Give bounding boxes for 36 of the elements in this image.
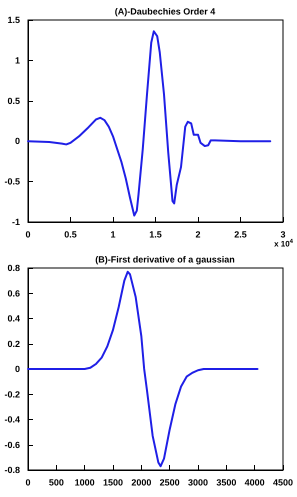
y-tick-label: 0 [14, 364, 20, 374]
x-tick-label: 1 [110, 230, 116, 240]
x-tick-label: 4500 [272, 478, 294, 488]
y-tick-label: 0 [14, 136, 20, 146]
x-tick-label: 1000 [74, 478, 95, 488]
chart-title: (B)-First derivative of a gaussian [95, 254, 235, 264]
x-tick-label: 1.5 [149, 230, 162, 240]
y-tick-label: 1 [14, 55, 20, 66]
x-tick-label: 3 [280, 230, 286, 240]
x-tick-label: 1500 [102, 478, 124, 488]
y-tick-label: -0.4 [4, 414, 20, 424]
x-tick-label: 3000 [188, 478, 208, 488]
x-tick-label: 0 [25, 230, 31, 240]
x-tick-label: 3500 [216, 478, 236, 488]
x-tick-label: 2000 [131, 478, 152, 488]
y-tick-label: 0.2 [7, 338, 20, 349]
chart-title: (A)-Daubechies Order 4 [114, 6, 216, 16]
y-tick-label: -1 [12, 217, 20, 227]
y-tick-label: 0.5 [7, 96, 20, 106]
x-tick-label: 2 [195, 230, 201, 240]
x-tick-label: 0.5 [64, 230, 77, 240]
x-tick-label: 0 [25, 478, 31, 488]
y-tick-label: -0.8 [4, 465, 20, 475]
line-series [27, 30, 272, 217]
x-tick-label: 4000 [244, 478, 265, 488]
y-tick-label: 1.5 [7, 15, 20, 25]
y-tick-label: 0.6 [7, 288, 20, 298]
y-tick-label: -0.2 [4, 389, 20, 400]
y-tick-label: -0.6 [4, 440, 20, 450]
y-tick-label: 0.8 [7, 263, 20, 273]
x-tick-label: 2500 [160, 478, 180, 488]
x-tick-label: 500 [48, 478, 64, 488]
y-tick-label: 0.4 [7, 314, 20, 324]
line-series [27, 270, 258, 468]
y-tick-label: -0.5 [4, 176, 20, 187]
x-tick-label: 2.5 [234, 230, 247, 240]
